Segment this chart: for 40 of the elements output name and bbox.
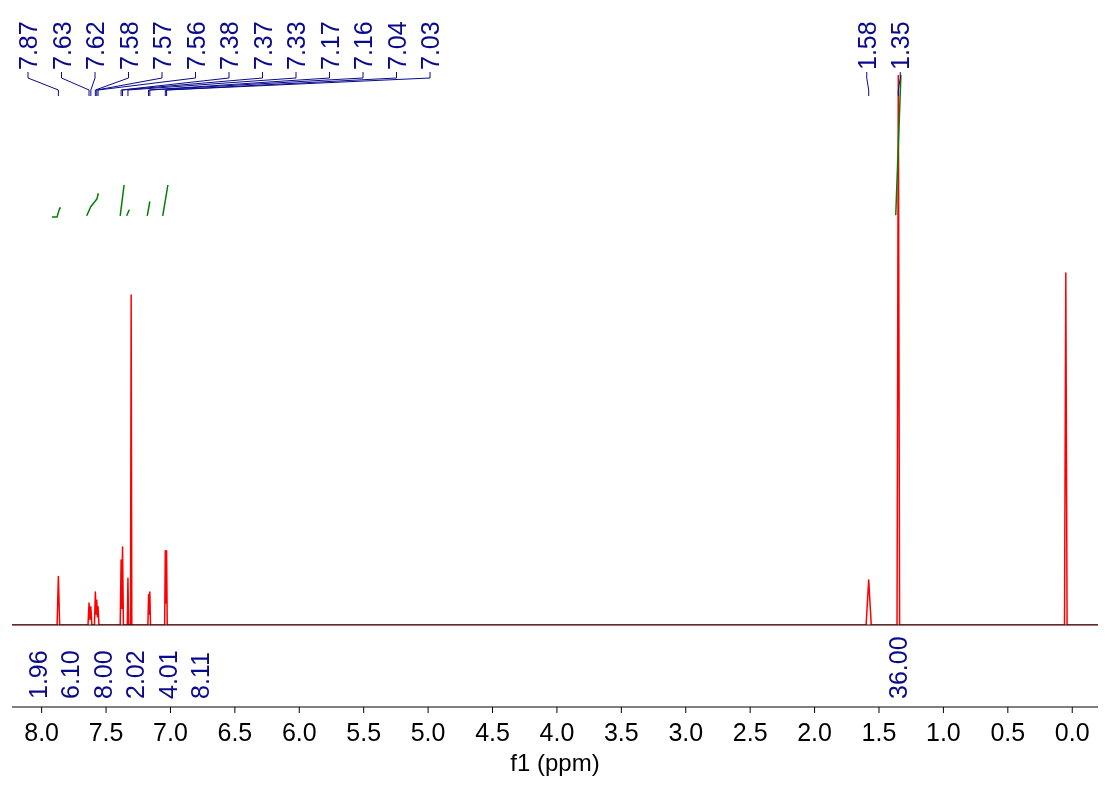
annotation: 7.33 bbox=[282, 21, 310, 70]
annotation: 1.58 bbox=[852, 21, 881, 70]
x-tick-label: 6.5 bbox=[217, 718, 253, 746]
annotation: 7.63 bbox=[47, 21, 76, 70]
x-tick-label: 3.5 bbox=[603, 718, 639, 746]
text: 6.10 bbox=[56, 650, 85, 699]
x-tick-label: 4.0 bbox=[539, 718, 575, 746]
annotation: 7.03 bbox=[416, 21, 444, 70]
text: 36.00 bbox=[884, 636, 913, 699]
x-tick-label: 2.0 bbox=[797, 718, 832, 746]
annotation: 1.35 bbox=[886, 21, 915, 70]
annotation: 7.37 bbox=[248, 21, 277, 70]
text: 2.02 bbox=[121, 650, 150, 699]
x-tick-label: 8.0 bbox=[24, 718, 60, 746]
x-tick-label: 3.0 bbox=[668, 718, 704, 746]
x-tick-label: 0.0 bbox=[1054, 718, 1090, 746]
annotation: 7.17 bbox=[315, 21, 344, 70]
x-tick-label: 7.5 bbox=[88, 718, 124, 746]
text: 4.01 bbox=[153, 650, 182, 699]
x-tick-label: 5.5 bbox=[346, 718, 382, 746]
text: 8.00 bbox=[88, 650, 117, 699]
annotation: 7.87 bbox=[14, 21, 42, 70]
x-axis-title: f1 (ppm) bbox=[510, 749, 600, 776]
annotation: 7.38 bbox=[215, 21, 243, 70]
x-tick-label: 1.0 bbox=[926, 718, 961, 746]
x-tick-label: 6.0 bbox=[281, 718, 317, 746]
text: 8.11 bbox=[186, 652, 215, 699]
x-tick-label: 5.0 bbox=[410, 718, 446, 746]
annotation: 7.62 bbox=[81, 21, 109, 70]
annotation: 7.57 bbox=[148, 21, 176, 70]
annotation: 7.16 bbox=[349, 21, 377, 70]
text: 1.96 bbox=[23, 650, 52, 699]
annotation: 7.04 bbox=[382, 21, 411, 70]
x-tick-label: 7.0 bbox=[153, 718, 188, 746]
x-tick-label: 1.5 bbox=[861, 718, 897, 746]
annotation: 7.58 bbox=[114, 21, 143, 70]
x-tick-label: 0.5 bbox=[990, 718, 1026, 746]
x-tick-label: 4.5 bbox=[475, 718, 510, 746]
x-tick-label: 2.5 bbox=[732, 718, 768, 746]
annotation: 7.56 bbox=[181, 21, 210, 70]
